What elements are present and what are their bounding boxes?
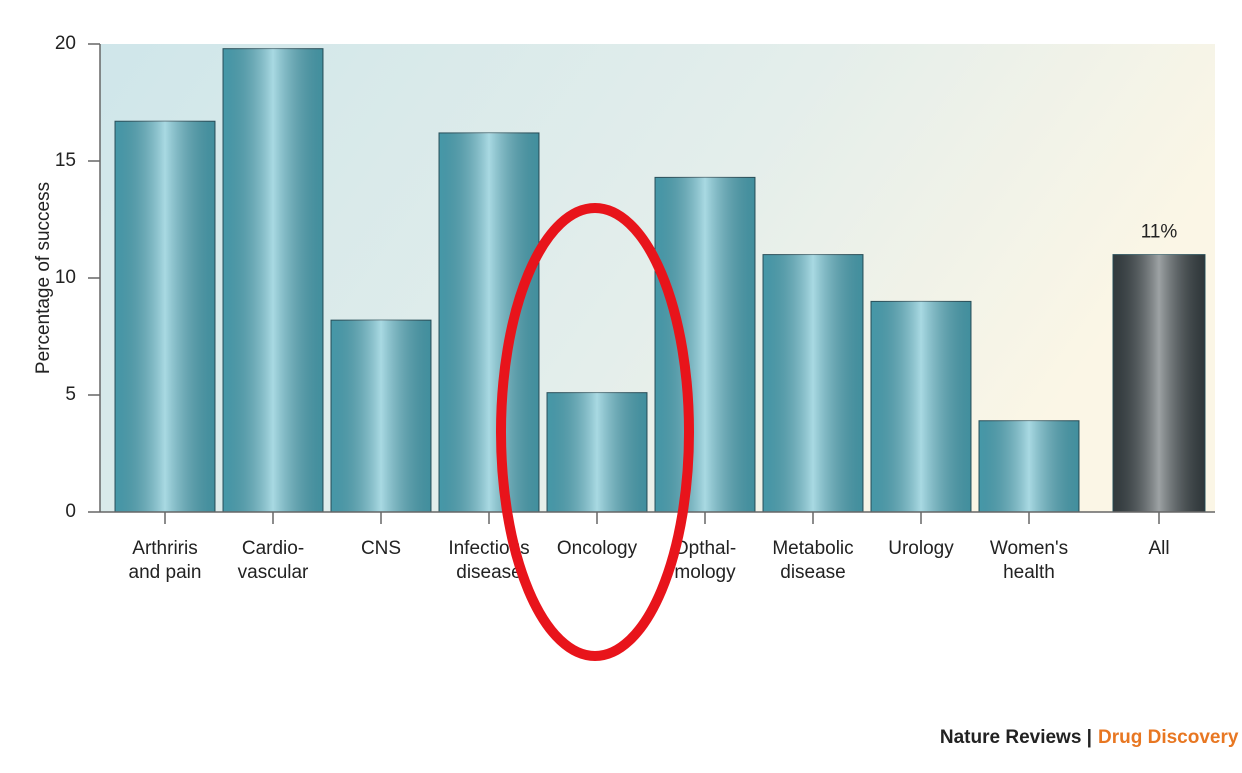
x-tick-label: vascular [238, 562, 309, 583]
x-tick-label: Arthriris [132, 538, 197, 559]
x-tick-label: mology [674, 562, 736, 583]
x-tick-label: Opthal- [674, 538, 736, 559]
y-tick-label: 10 [55, 267, 76, 288]
highlight-ellipse [496, 203, 694, 661]
bar [654, 176, 756, 513]
y-tick-label: 0 [65, 501, 76, 522]
y-tick-label: 5 [65, 384, 76, 405]
x-tick-label: Metabolic [772, 538, 853, 559]
bar [978, 420, 1080, 513]
x-tick-label: disease [780, 562, 846, 583]
y-tick-label: 20 [55, 33, 76, 54]
bar [222, 48, 324, 513]
y-axis-label: Percentage of success [33, 182, 54, 374]
x-tick-label: Cardio- [242, 538, 304, 559]
y-tick-label: 15 [55, 150, 76, 171]
bar [114, 120, 216, 513]
value-label: 11% [1141, 222, 1178, 243]
bar [330, 319, 432, 513]
x-tick-label: Oncology [557, 538, 638, 559]
x-tick-label: health [1003, 562, 1055, 583]
x-tick-label: CNS [361, 538, 401, 559]
x-tick-label: All [1148, 538, 1169, 559]
footer-right: Drug Discovery [1098, 727, 1239, 748]
bar [546, 392, 648, 513]
x-tick-label: Urology [888, 538, 954, 559]
x-tick-label: Women's [990, 538, 1068, 559]
bar [1112, 254, 1206, 513]
bar [438, 132, 540, 513]
x-tick-label: disease [456, 562, 522, 583]
bar [870, 300, 972, 513]
footer-left: Nature Reviews | [940, 727, 1092, 748]
bar [762, 254, 864, 513]
x-tick-label: and pain [129, 562, 202, 583]
